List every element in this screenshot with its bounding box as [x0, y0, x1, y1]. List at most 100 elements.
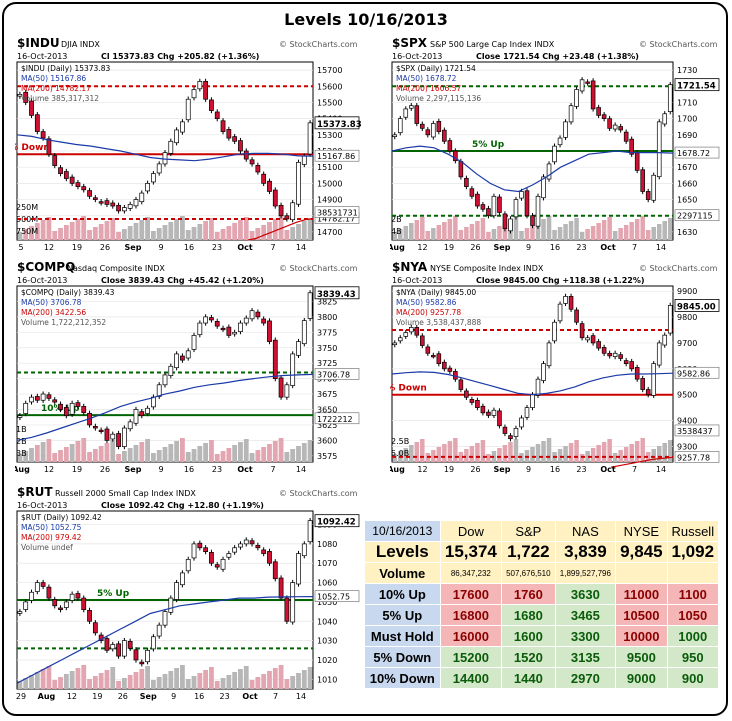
volume-bar: [58, 450, 63, 462]
candle-body: [127, 640, 133, 649]
volume-bar: [535, 222, 541, 240]
ma200-line: [247, 218, 314, 241]
candle-body: [618, 126, 623, 131]
row-label: Levels: [364, 541, 441, 563]
volume-bar: [104, 221, 110, 240]
y-tick-label: 9400: [677, 417, 697, 426]
x-tick-label: 14: [656, 243, 666, 252]
table-cell: [666, 562, 720, 584]
volume-bar: [17, 681, 23, 689]
candle-body: [180, 355, 185, 361]
candle-body: [491, 195, 497, 217]
candle-body: [52, 599, 58, 607]
volume-bar: [284, 230, 290, 240]
candle-body: [645, 389, 651, 396]
ma-label-box: [314, 590, 360, 602]
volume-bar: [209, 667, 214, 689]
y-tick-label: 1020: [317, 656, 337, 665]
ma200-line: [611, 456, 674, 468]
volume-bar: [651, 449, 656, 462]
candle-body: [133, 199, 139, 207]
candle-body: [278, 377, 284, 398]
volume-bar: [272, 441, 278, 462]
volume-bar: [197, 224, 203, 240]
y-tick-label: 1010: [317, 675, 337, 684]
ma-label: 1052.75: [317, 593, 350, 602]
candle-body: [634, 152, 640, 171]
candle-body: [651, 174, 656, 201]
candle-body: [40, 582, 46, 587]
candle-body: [238, 543, 243, 548]
volume-bar: [174, 441, 180, 462]
volume-bar: [168, 222, 174, 240]
volume-bar: [116, 454, 121, 462]
candle-body: [214, 321, 220, 327]
legend-entry: $INDU (Daily) 15373.83: [21, 64, 110, 73]
x-tick-label: 19: [72, 465, 82, 474]
y-tick-label: 1050: [317, 598, 337, 607]
volume-bar: [98, 224, 104, 240]
candle-body: [191, 335, 197, 350]
candle-body: [563, 296, 568, 304]
x-tick-label: Aug: [38, 692, 56, 701]
candle-body: [431, 355, 436, 358]
candle-body: [464, 177, 469, 187]
y-tick-label: 9300: [677, 442, 697, 451]
y-tick-label: 3775: [317, 328, 337, 337]
legend-entry: MA(200) 14782.17: [21, 84, 91, 93]
ma-label-box: [314, 149, 360, 162]
volume-bar: [34, 672, 40, 689]
volume-bar: [156, 228, 162, 240]
volume-bar: [232, 445, 238, 462]
candle-body: [243, 539, 249, 545]
volume-bar: [52, 453, 58, 462]
volume-bar: [651, 227, 656, 240]
y-tick-label: 15100: [317, 163, 342, 172]
table-cell: 1520: [501, 646, 556, 668]
candle-body: [530, 215, 535, 226]
chart-symbol: $NYA: [392, 262, 428, 274]
ma-label: 3706.78: [317, 370, 350, 379]
candle-body: [133, 409, 139, 424]
candle-body: [63, 407, 69, 417]
candle-body: [640, 378, 645, 390]
volume-bar: [121, 229, 127, 240]
volume-bar: [168, 444, 174, 462]
level-line-label: 5% Down: [390, 384, 427, 394]
candle-body: [469, 399, 475, 403]
volume-bar: [238, 220, 243, 240]
volume-tick: 5.0B: [391, 449, 409, 458]
table-cell: 1760: [501, 583, 556, 605]
candle-body: [81, 406, 87, 413]
volume-bar: [563, 224, 568, 240]
chart-quote: Close 1721.54 Chg +23.48 (+1.38%): [476, 52, 639, 61]
watermark: © StockCharts.com: [279, 489, 358, 498]
volume-bar: [662, 221, 667, 240]
table-cell: 86,347,232: [439, 562, 503, 584]
candle-body: [623, 360, 629, 364]
x-tick-label: 7: [632, 243, 637, 252]
volume-tick: 4B: [391, 227, 402, 236]
table-header-row: 10/16/2013 Dow S&P NAS NYSE Russell: [364, 520, 720, 542]
candle-body: [662, 113, 668, 125]
volume-bar: [662, 443, 667, 462]
volume-bar: [574, 218, 579, 240]
candle-body: [519, 417, 524, 428]
last-price-box: [674, 78, 720, 92]
volume-bar: [168, 671, 174, 689]
table-cell: 950: [666, 646, 720, 668]
candle-body: [524, 190, 530, 217]
x-tick-label: 9: [171, 692, 176, 701]
table-cell: 3135: [554, 646, 617, 668]
table-cell: 1050: [666, 604, 720, 626]
candle-body: [301, 320, 307, 345]
x-tick-label: Aug: [15, 465, 30, 474]
candle-body: [480, 405, 486, 414]
candle-body: [535, 378, 541, 396]
table-row: Must Hold 16000 1600 3300 10000 1000: [364, 625, 720, 647]
x-tick-label: 23: [220, 692, 230, 701]
candle-body: [585, 337, 590, 341]
y-tick-label: 3825: [317, 297, 337, 306]
volume-bar: [104, 443, 110, 462]
